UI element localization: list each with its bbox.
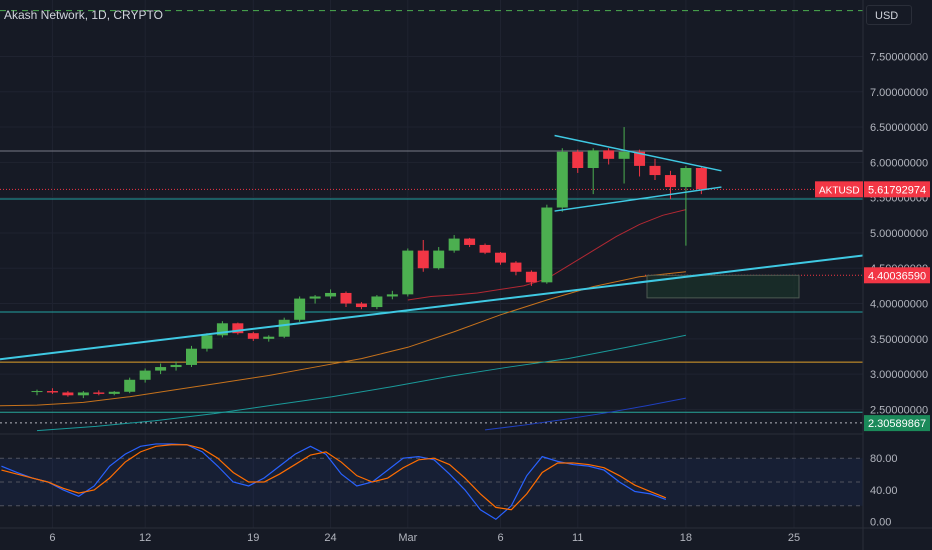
candle-body bbox=[495, 252, 506, 263]
candle-body bbox=[603, 150, 615, 159]
candle-body bbox=[155, 367, 167, 371]
price-tag-text: 5.61792974 bbox=[868, 184, 926, 196]
price-tag bbox=[864, 181, 930, 198]
candle-body bbox=[479, 244, 491, 253]
currency-button[interactable]: USD bbox=[866, 5, 912, 25]
chart-title: Akash Network, 1D, CRYPTO bbox=[4, 8, 163, 22]
candle-body bbox=[31, 391, 43, 393]
price-tick-label: 7.00000000 bbox=[870, 87, 928, 99]
stoch-band bbox=[0, 458, 863, 506]
price-labels: AKTUSD 5.61792974 4.40036590 2.30589867 bbox=[815, 181, 930, 432]
price-tick-label: 5.00000000 bbox=[870, 228, 928, 240]
candles[interactable] bbox=[31, 127, 707, 399]
candle-body bbox=[525, 271, 537, 283]
candle-body bbox=[247, 333, 259, 339]
candle-body bbox=[680, 168, 692, 188]
time-tick-label: 6 bbox=[497, 532, 503, 544]
candle-body bbox=[618, 151, 630, 159]
stoch-tick-label: 40.00 bbox=[870, 485, 898, 497]
stoch-tick-label: 80.00 bbox=[870, 453, 898, 465]
candle-body bbox=[371, 296, 383, 308]
candle-body bbox=[278, 319, 290, 337]
candle-body bbox=[170, 364, 182, 368]
trendline-support bbox=[0, 254, 864, 361]
price-tick-label: 7.50000000 bbox=[870, 51, 928, 63]
price-tag bbox=[864, 415, 930, 432]
stochastic-pane[interactable] bbox=[0, 443, 863, 521]
candle-body bbox=[556, 151, 568, 208]
price-tag-text: 4.40036590 bbox=[868, 270, 926, 282]
demand-zone-box bbox=[646, 274, 800, 299]
candle-body bbox=[572, 151, 584, 168]
trendline-triangle-top bbox=[554, 134, 722, 172]
candle-body bbox=[433, 250, 445, 269]
time-tick-label: 19 bbox=[247, 532, 259, 544]
price-tick-label: 6.50000000 bbox=[870, 122, 928, 134]
candle-body bbox=[309, 296, 321, 299]
candle-body bbox=[634, 151, 646, 166]
time-tick-label: 12 bbox=[139, 532, 151, 544]
price-tick-label: 4.00000000 bbox=[870, 299, 928, 311]
candle-body bbox=[695, 168, 707, 190]
candle-body bbox=[340, 292, 352, 304]
candle-body bbox=[124, 379, 136, 392]
price-axis[interactable]: 7.50000000 7.00000000 6.50000000 6.00000000… bbox=[862, 0, 928, 550]
time-axis[interactable]: 6 12 19 24 Mar 6 11 18 25 bbox=[0, 527, 932, 544]
candle-body bbox=[46, 391, 58, 393]
sma-teal-line bbox=[36, 334, 686, 432]
candle-body bbox=[232, 323, 244, 334]
price-tick-label: 2.50000000 bbox=[870, 404, 928, 416]
symbol-tag-text: AKTUSD bbox=[819, 185, 860, 196]
candle-body bbox=[355, 303, 367, 308]
candle-body bbox=[541, 207, 553, 283]
candle-body bbox=[587, 150, 599, 168]
time-tick-label: 6 bbox=[49, 532, 55, 544]
candle-body bbox=[649, 165, 661, 176]
candle-body bbox=[325, 292, 337, 297]
price-tick-label: 6.00000000 bbox=[870, 157, 928, 169]
candle-body bbox=[510, 262, 522, 272]
symbol-tag bbox=[815, 181, 863, 198]
demand-zone[interactable] bbox=[646, 274, 800, 299]
candle-body bbox=[402, 250, 414, 295]
candle-body bbox=[294, 298, 306, 320]
price-tick-label: 3.50000000 bbox=[870, 334, 928, 346]
candle-body bbox=[77, 392, 89, 396]
candle-body bbox=[448, 238, 460, 251]
candle-body bbox=[386, 294, 398, 297]
price-tag bbox=[864, 267, 930, 284]
candle-body bbox=[93, 392, 105, 394]
sma-orange-line bbox=[0, 271, 686, 407]
time-tick-label: 25 bbox=[788, 532, 800, 544]
stoch-k-line bbox=[1, 443, 667, 521]
time-tick-label: 11 bbox=[572, 532, 583, 544]
candle-body bbox=[201, 335, 213, 349]
stoch-tick-label: 0.00 bbox=[870, 517, 891, 529]
sma-blue-line bbox=[484, 397, 686, 431]
candle-body bbox=[263, 336, 275, 339]
candle-body bbox=[417, 250, 429, 269]
price-tag-text: 2.30589867 bbox=[868, 418, 926, 430]
trendline-triangle-bottom bbox=[554, 186, 722, 212]
candle-body bbox=[186, 348, 197, 365]
candle-body bbox=[108, 391, 120, 394]
price-tick-label: 3.00000000 bbox=[870, 369, 928, 381]
stoch-d-line bbox=[1, 444, 667, 511]
trendlines[interactable] bbox=[0, 134, 864, 361]
time-tick-label: Mar bbox=[398, 532, 417, 544]
candle-body bbox=[139, 370, 151, 380]
candle-body bbox=[62, 392, 74, 396]
time-tick-label: 24 bbox=[324, 532, 336, 544]
candle-body bbox=[664, 175, 676, 188]
candle-body bbox=[216, 323, 228, 336]
candle-body bbox=[464, 238, 476, 245]
time-tick-label: 18 bbox=[680, 532, 692, 544]
grid bbox=[0, 0, 863, 528]
